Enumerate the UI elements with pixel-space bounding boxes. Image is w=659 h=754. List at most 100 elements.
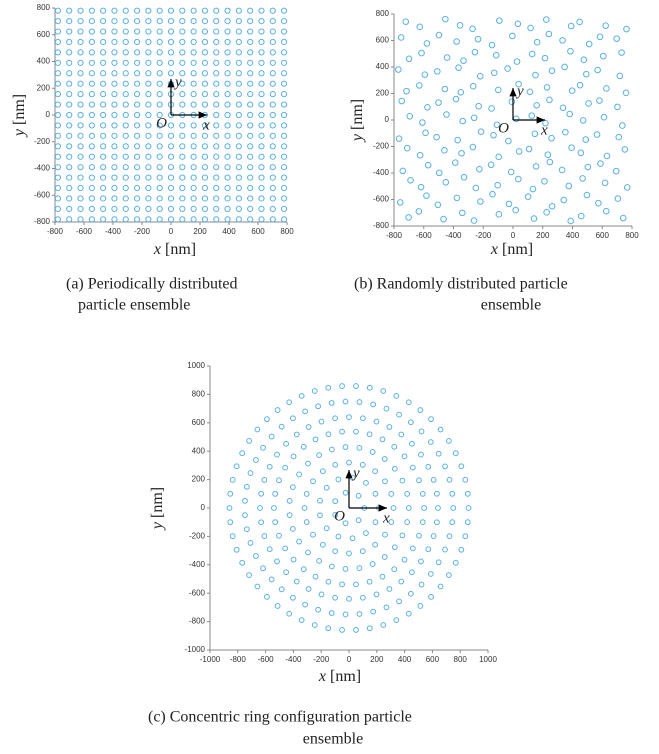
particle [353,428,359,435]
particle [403,144,411,152]
particle [488,105,495,112]
particle [474,35,482,43]
particle [404,519,411,525]
particle [100,205,107,212]
particle [247,216,254,223]
particle [77,70,84,77]
particle [179,174,186,181]
particle [88,111,95,119]
x-tick-label: 200 [370,655,384,664]
origin-label: O [334,508,345,524]
y-tick-label: 0 [385,115,390,124]
particle [111,111,118,119]
particle [156,91,163,98]
particle [77,174,84,181]
particle [269,18,276,25]
particle [335,476,342,483]
particle [435,505,441,511]
particle [422,129,429,137]
particle [449,519,456,526]
particle [111,80,118,87]
particle [445,572,452,579]
particle [213,195,220,202]
particle [224,111,231,119]
particle [342,444,349,450]
particle [111,28,118,35]
particle [379,573,386,580]
particle [328,400,335,406]
particle [435,31,443,39]
particle [407,590,414,597]
particle [111,164,118,171]
particle [476,72,484,80]
particle [269,205,276,212]
particle [122,101,129,108]
particle [190,91,197,98]
particle [179,70,186,77]
particle [281,38,288,46]
y-axis-unit: [nm] [11,94,28,125]
particle [544,151,552,159]
particle [325,625,332,632]
x-tick-label: -800 [230,655,247,664]
particle [305,549,311,556]
particle [281,205,288,212]
particle [428,593,434,600]
particle [77,132,84,139]
particle [293,431,300,438]
particle [278,586,285,593]
particle [269,59,276,66]
particle [111,38,118,46]
particle [156,49,163,56]
particle [213,49,220,56]
y-tick-label: 600 [37,30,51,39]
particle [179,122,186,129]
particle [386,586,393,592]
particle [156,70,163,77]
x-tick-label: -400 [285,655,302,664]
particle [190,70,197,77]
particle [543,84,551,91]
particle [533,101,540,109]
particle [346,459,352,466]
particle [585,100,592,107]
particle [281,122,288,129]
particle [77,164,84,171]
particle [100,18,107,25]
y-axis-label: y [nm] [349,99,366,143]
particle [398,578,405,585]
particle [224,205,231,212]
particle [437,583,444,590]
particle [122,70,129,77]
particle [530,215,538,222]
particle [603,152,611,160]
particle [561,63,568,71]
particle [213,174,220,181]
particle [247,153,254,160]
particle [398,431,405,438]
particle [366,578,373,585]
particle [568,144,575,151]
particle [346,550,352,557]
particle [585,40,593,48]
particle [596,33,604,41]
particle [435,169,443,177]
x-tick-label: 200 [193,227,207,236]
particle [100,174,107,181]
particle [264,593,270,600]
particle [533,38,541,46]
particle [133,174,141,181]
particle [213,80,220,87]
x-axis-label: x [nm] [318,668,361,685]
particle [323,525,330,532]
particle [269,28,276,35]
y-tick-label: 600 [192,418,206,427]
particle [111,70,118,77]
particle [54,59,62,66]
particle [342,566,349,572]
particle [286,498,293,504]
particle [224,143,231,150]
particle [247,470,254,476]
particle [190,216,197,223]
particle [167,195,175,202]
